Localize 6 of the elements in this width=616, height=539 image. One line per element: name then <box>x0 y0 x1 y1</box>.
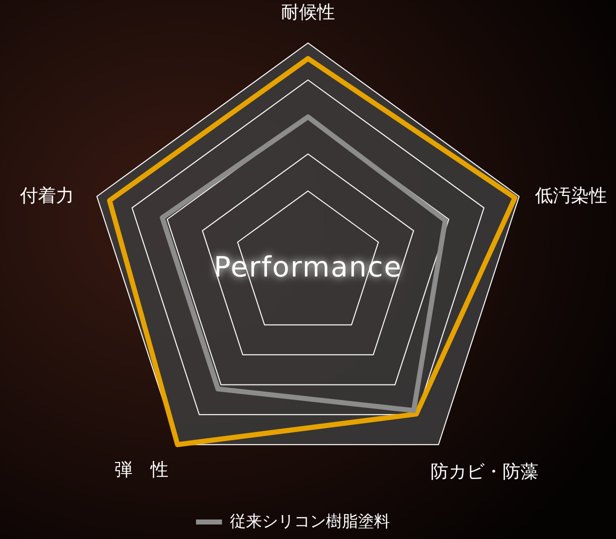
legend-label: 従来シリコン樹脂塗料 <box>230 511 390 530</box>
spoke-label: 付着力 <box>18 185 74 206</box>
spoke-label: 弾 性 <box>114 460 169 481</box>
spoke-label: 低汚染性 <box>535 185 608 206</box>
spoke-label: 防カビ・防藻 <box>430 462 538 483</box>
spoke-label: 耐候性 <box>281 2 335 23</box>
